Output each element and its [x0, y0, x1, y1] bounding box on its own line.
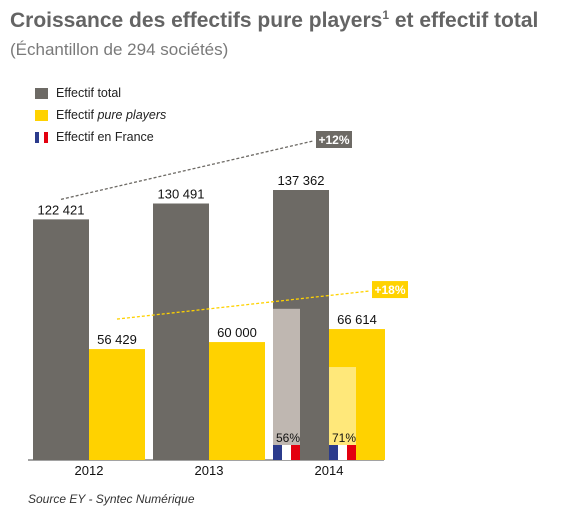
bar-pure-players-2012	[89, 349, 145, 460]
legend-item-france: Effectif en France	[35, 126, 166, 148]
data-label-total-2013: 130 491	[158, 187, 205, 202]
chart-title: Croissance des effectifs pure players1 e…	[10, 8, 539, 32]
data-label-total-2014: 137 362	[278, 173, 325, 188]
france-flag-red-pure-players	[347, 445, 356, 460]
france-flag-white-total	[282, 445, 291, 460]
growth-line-pure-players	[116, 290, 370, 320]
x-tick-2012: 2012	[75, 463, 104, 478]
growth-badge-total	[316, 131, 352, 148]
bar-pure-players-2013	[209, 342, 265, 460]
bar-total-2012	[33, 219, 89, 460]
x-tick-2014: 2014	[315, 463, 344, 478]
france-share-bar-total	[273, 308, 300, 460]
data-label-pure-players-2013: 60 000	[217, 325, 257, 340]
legend-swatch-total	[35, 87, 48, 99]
bar-total-2013	[153, 203, 209, 460]
france-flag-icon	[35, 131, 48, 143]
growth-label-pure-players: +18%	[374, 283, 405, 297]
growth-label-total: +12%	[318, 133, 349, 147]
legend-item-pure-players: Effectif pure players	[35, 104, 166, 126]
france-share-bar-pure-players	[329, 367, 356, 460]
source-note: Source EY - Syntec Numérique	[28, 492, 195, 506]
france-share-label-total: 56%	[276, 431, 300, 445]
growth-line-total	[60, 140, 314, 201]
legend-label-france: Effectif en France	[56, 130, 154, 144]
legend-label-total: Effectif total	[56, 86, 122, 100]
france-flag-blue-pure-players	[329, 445, 338, 460]
legend: Effectif total Effectif pure players Eff…	[35, 82, 166, 148]
growth-badge-pure-players	[372, 281, 408, 299]
legend-label-pure-players: Effectif pure players	[56, 108, 167, 122]
data-label-pure-players-2014: 66 614	[337, 312, 377, 327]
chart-subtitle: (Échantillon de 294 sociétés)	[10, 40, 229, 59]
data-label-pure-players-2012: 56 429	[97, 332, 137, 347]
france-flag-blue-total	[273, 445, 282, 460]
data-label-total-2012: 122 421	[38, 202, 85, 217]
france-flag-red-total	[291, 445, 300, 460]
legend-swatch-pure-players	[35, 109, 48, 121]
france-flag-white-pure-players	[338, 445, 347, 460]
france-share-label-pure-players: 71%	[332, 431, 356, 445]
x-tick-2013: 2013	[195, 463, 224, 478]
legend-item-total: Effectif total	[35, 82, 166, 104]
